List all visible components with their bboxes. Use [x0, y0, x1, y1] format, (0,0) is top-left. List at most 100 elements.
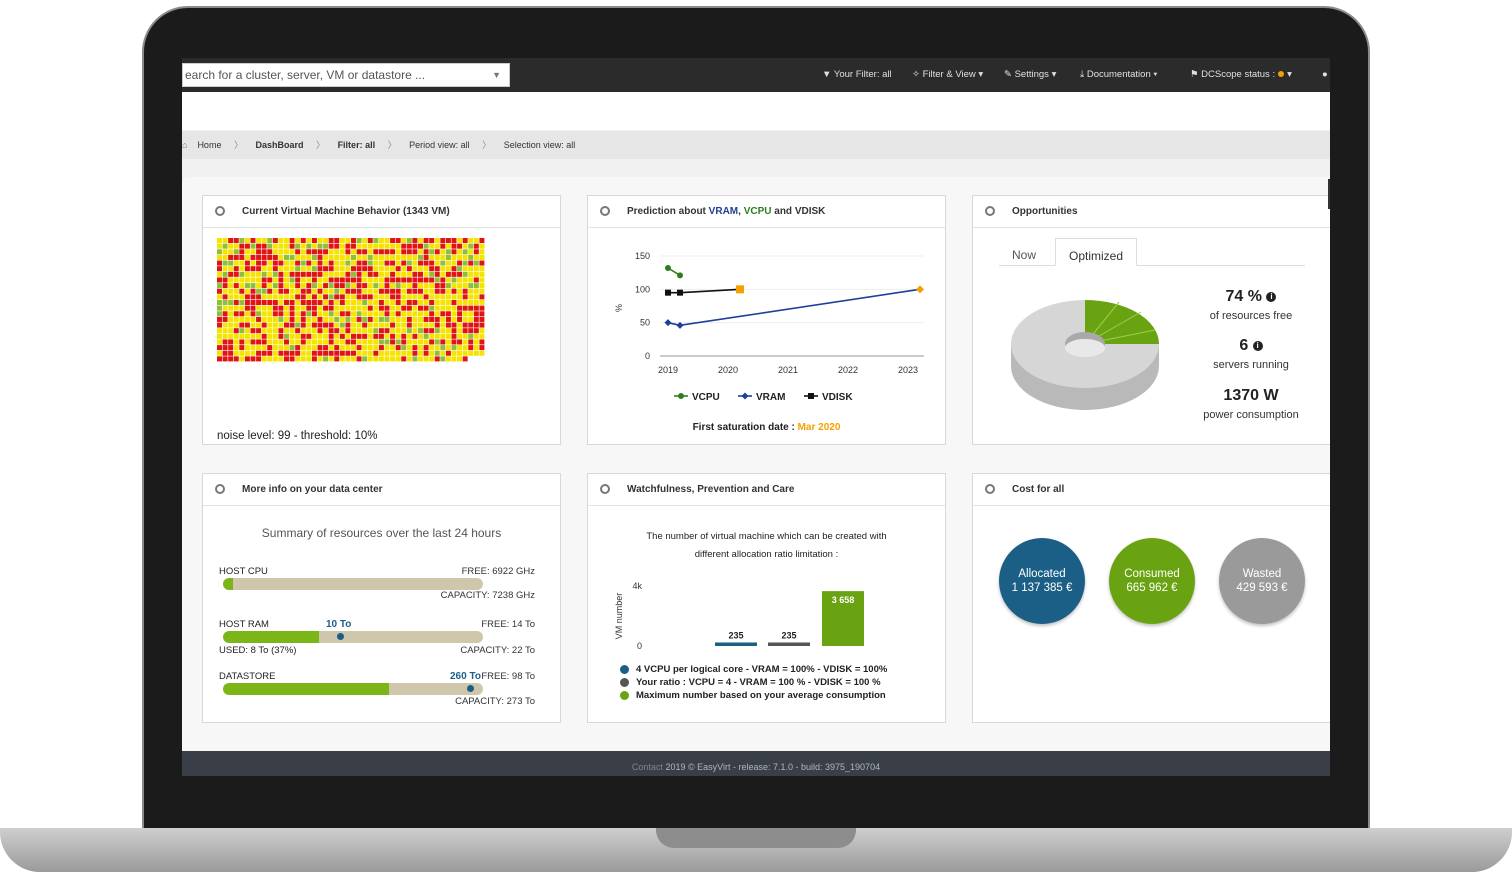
host-ram-used: USED: 8 To (37%)	[219, 645, 297, 656]
heatmap-cell	[228, 238, 234, 244]
heatmap-cell	[289, 350, 295, 356]
heatmap-cell	[334, 328, 340, 334]
power-value: 1370 W	[1223, 387, 1279, 404]
heatmap-cell	[256, 345, 262, 351]
breadcrumb-filter[interactable]: Filter: all	[337, 140, 376, 150]
heatmap-cell	[445, 254, 451, 260]
heatmap-cell	[267, 249, 273, 255]
heatmap-cell	[378, 243, 384, 249]
heatmap-cell	[362, 300, 368, 306]
heatmap-cell	[367, 345, 373, 351]
opportunities-pie[interactable]	[1009, 292, 1169, 422]
heatmap-cell	[479, 260, 485, 266]
search-input[interactable]: earch for a cluster, server, VM or datas…	[182, 63, 510, 87]
consumed-cost-circle[interactable]: Consumed 665 962 €	[1109, 538, 1195, 624]
heatmap-cell	[244, 328, 250, 334]
wasted-cost-circle[interactable]: Wasted 429 593 €	[1219, 538, 1305, 624]
description-line-1: The number of virtual machine which can …	[646, 531, 887, 542]
y-tick-label: 0	[637, 641, 642, 651]
vm-capacity-bar-chart[interactable]: 0 4k VM number 235 235 3 658	[588, 574, 945, 664]
breadcrumb-home[interactable]: Home	[197, 140, 222, 150]
info-icon[interactable]: i	[1252, 340, 1263, 351]
heatmap-cell	[373, 249, 379, 255]
prediction-chart[interactable]: 0 50 100 150 2019 2020 2021 2022 2023% VCPU VRAM VD…	[588, 230, 945, 420]
heatmap-cell	[390, 288, 396, 294]
heatmap-cell	[429, 271, 435, 277]
heatmap-cell	[278, 328, 284, 334]
host-cpu-bar	[223, 578, 483, 590]
filter-view-menu[interactable]: ✧ Filter & View ▾	[912, 69, 984, 80]
heatmap-cell	[284, 260, 289, 266]
heatmap-cell	[233, 328, 239, 334]
heatmap-cell	[244, 260, 250, 266]
heatmap-cell	[289, 322, 295, 328]
heatmap-cell	[412, 288, 418, 294]
tab-optimized[interactable]: Optimized	[1055, 238, 1138, 266]
heatmap-cell	[222, 356, 228, 362]
heatmap-cell	[339, 333, 345, 339]
heatmap-cell	[300, 300, 306, 306]
heatmap-cell	[395, 243, 401, 249]
dcscope-status-menu[interactable]: ⚑ DCScope status : ▾	[1190, 58, 1292, 92]
heatmap-cell	[440, 271, 446, 277]
chevron-down-icon[interactable]: ▼	[492, 70, 501, 80]
heatmap-cell	[445, 316, 451, 322]
heatmap-cell	[311, 345, 317, 351]
heatmap-cell	[362, 238, 368, 244]
heatmap-cell	[300, 266, 306, 272]
heatmap-cell	[289, 277, 295, 283]
heatmap-cell	[261, 328, 267, 334]
heatmap-cell	[289, 260, 295, 266]
heatmap-cell	[390, 311, 396, 317]
heatmap-cell	[451, 328, 457, 334]
tab-now[interactable]: Now	[1012, 248, 1037, 262]
heatmap-cell	[261, 311, 267, 317]
documentation-menu[interactable]: ⤓ Documentation ▾	[1080, 69, 1158, 80]
vm-heatmap[interactable]	[217, 238, 485, 362]
heatmap-cell	[250, 249, 256, 255]
heatmap-cell	[250, 271, 256, 277]
your-filter-menu[interactable]: ▼ Your Filter: all	[822, 69, 892, 80]
settings-menu[interactable]: ✎ Settings ▾	[1004, 69, 1057, 80]
heatmap-cell	[244, 333, 250, 339]
heatmap-cell	[272, 260, 278, 266]
heatmap-cell	[406, 238, 412, 244]
heatmap-cell	[362, 339, 368, 345]
heatmap-cell	[367, 249, 373, 255]
heatmap-cell	[384, 288, 390, 294]
heatmap-cell	[239, 339, 245, 345]
heatmap-cell	[284, 328, 289, 334]
breadcrumb-dashboard[interactable]: DashBoard	[255, 140, 304, 150]
heatmap-cell	[423, 322, 429, 328]
breadcrumb-selection[interactable]: Selection view: all	[503, 140, 576, 150]
user-icon[interactable]: ●	[1322, 69, 1328, 80]
heatmap-cell	[317, 260, 323, 266]
allocated-cost-circle[interactable]: Allocated 1 137 385 €	[999, 538, 1085, 624]
heatmap-cell	[300, 345, 306, 351]
heatmap-cell	[406, 294, 412, 300]
heatmap-cell	[289, 300, 295, 306]
heatmap-cell	[451, 271, 457, 277]
heatmap-cell	[295, 328, 301, 334]
x-tick-label: 2019	[658, 365, 678, 375]
heatmap-cell	[462, 277, 468, 283]
footer-contact-link[interactable]: Contact	[631, 762, 663, 772]
heatmap-cell	[250, 345, 256, 351]
heatmap-cell	[451, 238, 457, 244]
heatmap-cell	[328, 271, 334, 277]
info-icon[interactable]: i	[1266, 291, 1277, 302]
scrollbar-handle[interactable]	[1328, 179, 1330, 209]
heatmap-cell	[378, 339, 384, 345]
breadcrumb-period[interactable]: Period view: all	[409, 140, 470, 150]
heatmap-cell	[256, 356, 262, 362]
heatmap-cell	[328, 277, 334, 283]
heatmap-cell	[300, 356, 306, 362]
heatmap-cell	[328, 294, 334, 300]
dashboard-gauge-icon	[985, 206, 995, 217]
heatmap-cell	[261, 294, 267, 300]
opportunities-panel: Opportunities Now Optimized 74 % i of re…	[972, 195, 1330, 445]
heatmap-cell	[250, 288, 256, 294]
heatmap-cell	[306, 339, 312, 345]
heatmap-cell	[278, 238, 284, 244]
heatmap-cell	[300, 277, 306, 283]
